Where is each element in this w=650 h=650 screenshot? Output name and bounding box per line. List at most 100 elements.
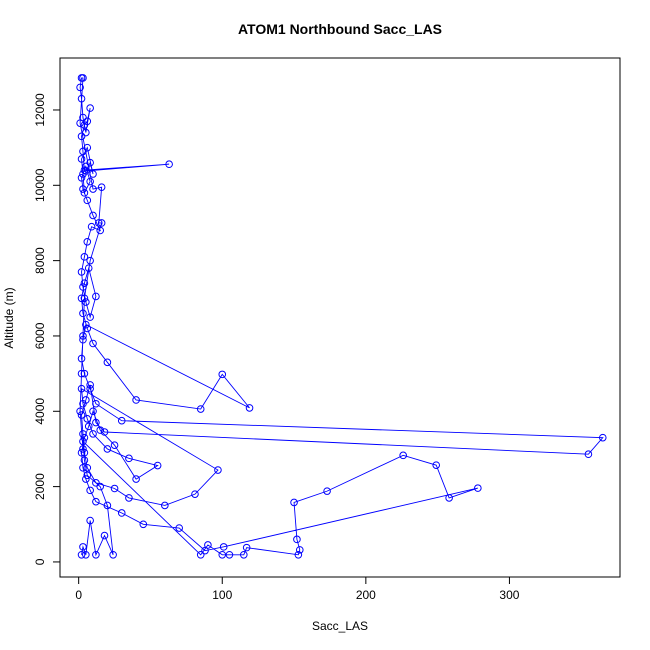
data-point (89, 211, 97, 220)
data-point (474, 484, 482, 492)
data-point (96, 482, 105, 491)
data-point (132, 475, 140, 483)
data-point (109, 550, 117, 559)
data-point (89, 170, 97, 178)
data-point (92, 497, 100, 506)
data-point (132, 396, 140, 404)
data-point (77, 155, 86, 163)
data-point (80, 279, 89, 288)
data-point (77, 411, 86, 419)
data-point (117, 416, 126, 425)
data-point (242, 543, 251, 552)
data-point (196, 550, 205, 559)
y-tick-label: 2000 (33, 473, 47, 500)
data-point (79, 74, 87, 82)
y-tick-label: 8000 (33, 247, 47, 274)
data-point (196, 405, 205, 413)
data-point (77, 173, 86, 182)
data-point (125, 494, 133, 502)
data-point (245, 404, 254, 412)
data-point (86, 158, 94, 167)
data-point (79, 332, 87, 340)
data-point (165, 160, 173, 169)
data-point (293, 535, 301, 544)
x-tick-label: 100 (212, 588, 232, 602)
data-point (83, 237, 92, 246)
data-point (79, 463, 87, 472)
data-point (201, 546, 209, 555)
data-point (218, 550, 227, 559)
data-point (80, 294, 89, 303)
x-tick-label: 300 (499, 588, 519, 602)
data-point (294, 550, 303, 559)
data-point (77, 132, 86, 141)
y-tick-label: 0 (33, 558, 47, 565)
data-point (77, 384, 86, 393)
data-point (77, 268, 86, 276)
data-point (89, 407, 97, 416)
data-point (86, 313, 94, 321)
data-point (94, 219, 103, 227)
data-point (77, 448, 86, 457)
data-point (83, 471, 92, 480)
data-point (77, 550, 86, 559)
data-point (399, 451, 407, 460)
data-point (84, 264, 93, 272)
data-point (89, 185, 97, 193)
data-point (82, 475, 90, 483)
data-point (82, 550, 90, 559)
data-point (92, 292, 100, 301)
data-point (100, 531, 109, 540)
data-point (97, 183, 106, 191)
data-point (79, 543, 87, 551)
data-point (79, 309, 87, 318)
data-point (598, 433, 607, 442)
data-point (103, 501, 112, 510)
data-point (80, 166, 89, 175)
data-point (92, 418, 100, 427)
data-point (76, 119, 84, 127)
data-point (445, 494, 453, 502)
data-point (86, 256, 94, 265)
data-point (110, 441, 119, 449)
data-point (76, 407, 84, 416)
chart-title: ATOM1 Northbound Sacc_LAS (238, 21, 442, 37)
data-point (79, 185, 87, 193)
data-point (225, 550, 234, 559)
data-point (79, 430, 87, 438)
data-point (432, 461, 441, 469)
y-tick-label: 10000 (33, 168, 47, 202)
data-point (161, 501, 169, 510)
y-tick-label: 12000 (33, 93, 47, 127)
data-point (96, 426, 105, 434)
data-point (86, 104, 94, 112)
data-point (103, 358, 112, 367)
data-point (584, 450, 593, 459)
data-point (80, 369, 89, 378)
x-axis-label: Sacc_LAS (312, 619, 368, 633)
data-point (77, 294, 86, 303)
data-point (92, 399, 100, 408)
data-point (83, 196, 92, 205)
y-axis-label: Altitude (m) (2, 287, 16, 348)
data-point (139, 520, 148, 529)
data-point (82, 298, 90, 306)
data-point (83, 324, 92, 333)
data-point (82, 162, 90, 171)
data-point (82, 128, 90, 137)
data-point (89, 430, 97, 438)
data-point (214, 466, 222, 474)
y-tick-label: 4000 (33, 398, 47, 425)
data-point (76, 83, 84, 92)
data-point (80, 448, 89, 457)
data-point (87, 222, 96, 231)
data-point (82, 396, 90, 404)
data-point (86, 381, 94, 389)
data-point (218, 370, 227, 379)
data-point (100, 428, 109, 436)
data-point (175, 524, 183, 532)
data-point (79, 147, 87, 156)
data-point (295, 546, 304, 554)
data-point (92, 550, 100, 559)
